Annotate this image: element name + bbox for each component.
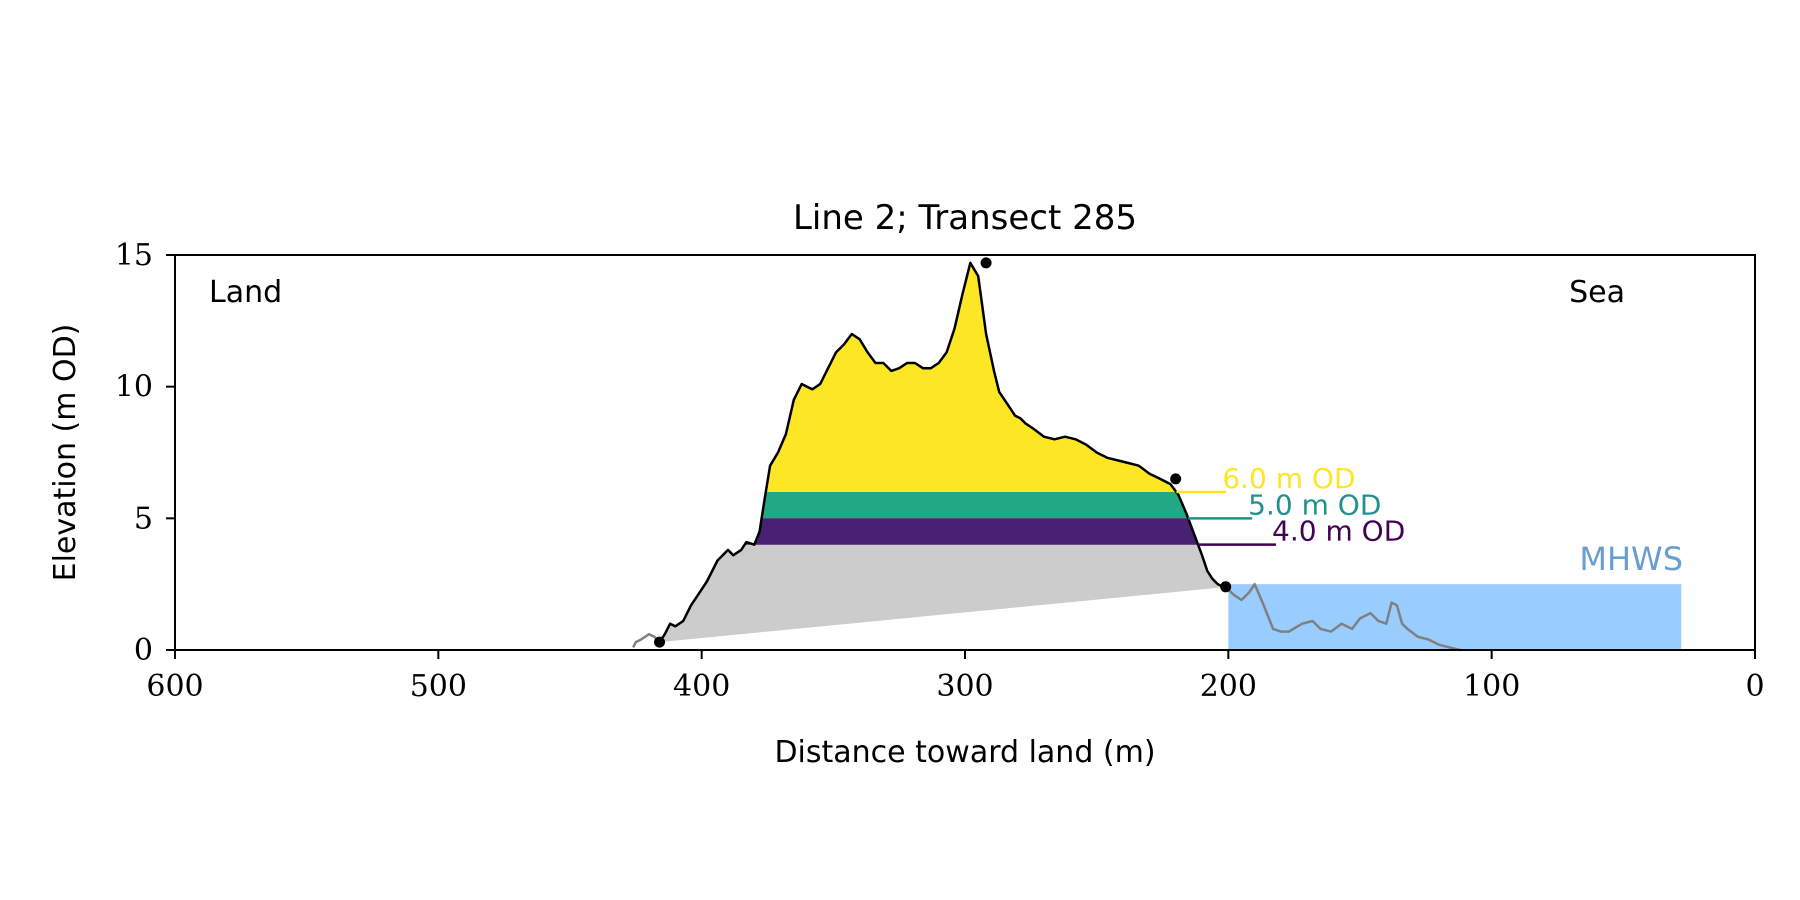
profile-landward-line [632,632,661,648]
plot-markers [654,257,1232,648]
plot-fills [659,262,1682,650]
x-tick-label: 100 [1463,669,1520,704]
x-tick-label: 500 [410,669,467,704]
y-tick-label: 15 [115,238,153,273]
axis-ticks: 600 500 400 300 200 100 0 0 5 10 15 [115,238,1765,704]
fill-5-6m [761,492,1189,519]
y-axis-label: Elevation (m OD) [48,324,83,582]
land-annotation: Land [209,275,282,310]
level-label: 4.0 m OD [1272,515,1405,548]
profile-marker [980,257,992,269]
mhws-annotation: MHWS [1579,540,1683,578]
x-tick-label: 0 [1745,669,1764,704]
y-tick-label: 10 [115,370,153,405]
level-label: 5.0 m OD [1248,488,1381,521]
x-axis-label: Distance toward land (m) [774,735,1155,770]
y-tick-label: 5 [134,501,153,536]
profile-marker [1220,581,1232,593]
chart-labels: Line 2; Transect 285 Distance toward lan… [48,198,1683,770]
fill-above-6m [765,262,1177,492]
x-tick-label: 200 [1200,669,1257,704]
x-tick-label: 300 [936,669,993,704]
plot-lines [632,261,1461,652]
chart-title: Line 2; Transect 285 [793,198,1137,238]
level-label: 6.0 m OD [1222,462,1355,495]
level-labels: 6.0 m OD5.0 m OD4.0 m OD [1222,462,1405,548]
profile-marker [1170,473,1182,485]
profile-seaward-line [1224,582,1461,652]
mhws-area [1228,584,1682,650]
x-tick-label: 400 [673,669,730,704]
y-tick-label: 0 [134,633,153,668]
sea-annotation: Sea [1569,275,1625,310]
profile-main-line [658,261,1229,643]
fill-4-5m [744,518,1198,545]
x-tick-label: 600 [146,669,203,704]
profile-marker [654,636,666,648]
